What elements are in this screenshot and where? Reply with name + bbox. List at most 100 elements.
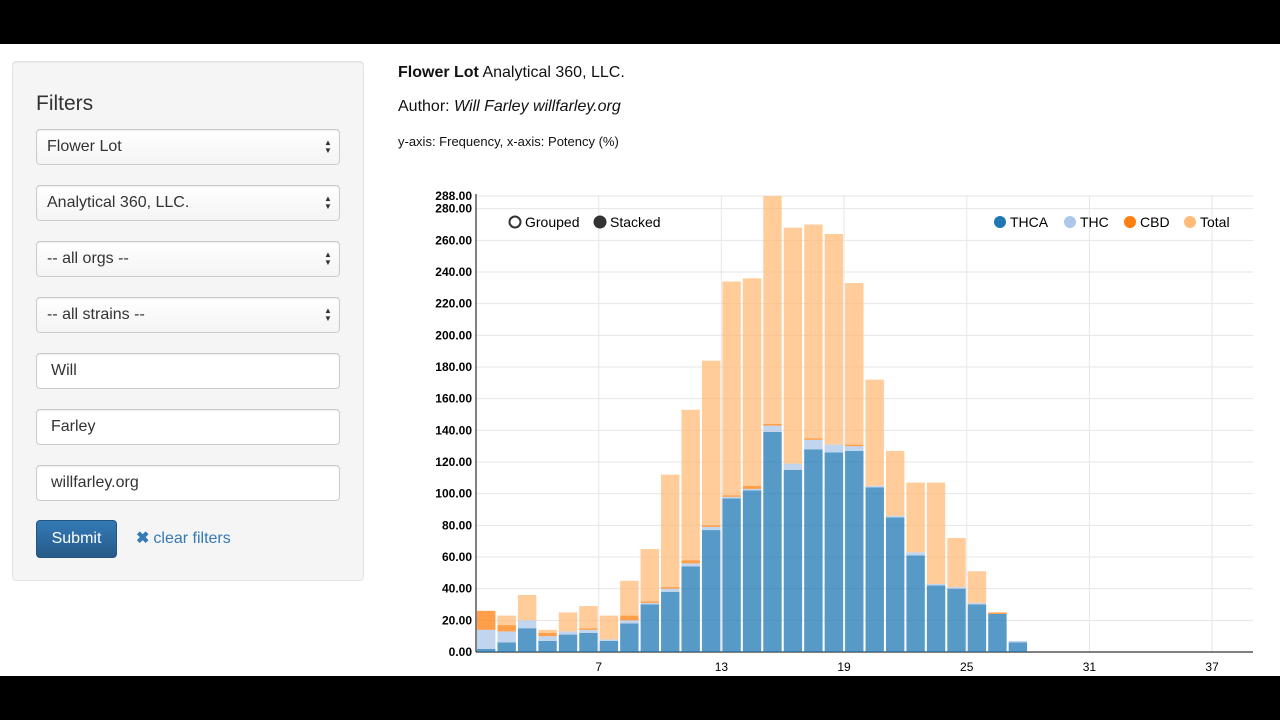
bar-thca[interactable] <box>517 628 537 652</box>
bar-cbd[interactable] <box>804 438 823 440</box>
last-name-input[interactable]: Farley <box>36 409 340 445</box>
bar-thc[interactable] <box>681 563 700 567</box>
bar-thc[interactable] <box>742 488 762 491</box>
bar-cbd[interactable] <box>620 615 639 621</box>
bar-thca[interactable] <box>477 648 496 652</box>
legend-dot-thca[interactable] <box>994 216 1006 228</box>
bar-thca[interactable] <box>865 487 884 652</box>
bar-thca[interactable] <box>967 604 987 653</box>
legend-label-thca[interactable]: THCA <box>1010 214 1049 230</box>
bar-thca[interactable] <box>599 640 619 652</box>
bar-total[interactable] <box>620 580 639 616</box>
bar-thca[interactable] <box>824 452 844 653</box>
clear-filters-link[interactable]: ✖ clear filters <box>136 528 231 548</box>
bar-total[interactable] <box>824 234 844 445</box>
bar-total[interactable] <box>497 615 516 626</box>
bar-thca[interactable] <box>885 517 905 652</box>
bar-total[interactable] <box>742 278 762 486</box>
bar-thc[interactable] <box>599 639 619 641</box>
grouped-label[interactable]: Grouped <box>525 214 579 230</box>
bar-thca[interactable] <box>701 530 721 652</box>
bar-thca[interactable] <box>947 588 966 652</box>
bar-cbd[interactable] <box>742 485 762 489</box>
legend-label-total[interactable]: Total <box>1200 214 1230 230</box>
bar-thca[interactable] <box>845 450 864 652</box>
submit-button[interactable]: Submit <box>36 520 117 558</box>
bar-total[interactable] <box>701 360 721 526</box>
legend-label-thc[interactable]: THC <box>1080 214 1109 230</box>
bar-thc[interactable] <box>783 463 803 470</box>
bar-cbd[interactable] <box>988 612 1007 614</box>
bar-thc[interactable] <box>804 439 823 450</box>
legend-dot-thc[interactable] <box>1064 216 1076 228</box>
bar-cbd[interactable] <box>477 610 496 630</box>
bar-total[interactable] <box>599 615 619 640</box>
bar-thc[interactable] <box>906 552 925 556</box>
bar-total[interactable] <box>804 224 823 439</box>
bar-total[interactable] <box>967 571 987 603</box>
bar-thca[interactable] <box>558 634 578 652</box>
bar-thca[interactable] <box>497 642 516 653</box>
bar-thc[interactable] <box>579 629 598 633</box>
bar-cbd[interactable] <box>661 587 680 589</box>
bar-total[interactable] <box>845 283 864 445</box>
bar-total[interactable] <box>926 482 946 584</box>
bar-total[interactable] <box>681 409 700 561</box>
bar-thca[interactable] <box>722 498 741 652</box>
bar-total[interactable] <box>947 538 966 588</box>
bar-total[interactable] <box>763 196 782 424</box>
bar-thc[interactable] <box>497 631 516 643</box>
bar-thca[interactable] <box>763 431 782 652</box>
bar-total[interactable] <box>538 629 557 633</box>
bar-thc[interactable] <box>1008 640 1028 643</box>
bar-thc[interactable] <box>926 583 946 586</box>
bar-cbd[interactable] <box>763 424 782 426</box>
bar-thca[interactable] <box>804 449 823 652</box>
strain-select[interactable]: -- all strains -- ▲ ▼ <box>36 297 340 333</box>
bar-thca[interactable] <box>926 585 946 653</box>
bar-thc[interactable] <box>640 602 660 605</box>
bar-cbd[interactable] <box>701 525 721 527</box>
bar-cbd[interactable] <box>640 601 660 603</box>
bar-total[interactable] <box>558 612 578 632</box>
bar-thca[interactable] <box>742 490 762 653</box>
bar-total[interactable] <box>865 379 884 486</box>
bar-cbd[interactable] <box>722 495 741 497</box>
bar-thca[interactable] <box>620 623 639 653</box>
bar-thc[interactable] <box>845 446 864 451</box>
bar-thc[interactable] <box>558 631 578 635</box>
bar-thc[interactable] <box>967 602 987 605</box>
bar-cbd[interactable] <box>579 628 598 630</box>
lot-type-select[interactable]: Flower Lot ▲ ▼ <box>36 129 340 165</box>
bar-thca[interactable] <box>906 555 925 652</box>
bar-thc[interactable] <box>620 620 639 624</box>
bar-total[interactable] <box>579 606 598 629</box>
org-select[interactable]: -- all orgs -- ▲ ▼ <box>36 241 340 277</box>
bar-thc[interactable] <box>661 588 680 592</box>
first-name-input[interactable]: Will <box>36 353 340 389</box>
bar-cbd[interactable] <box>538 633 557 637</box>
bar-thca[interactable] <box>538 640 557 652</box>
legend-dot-cbd[interactable] <box>1124 216 1136 228</box>
bar-total[interactable] <box>906 482 925 553</box>
bar-total[interactable] <box>661 474 680 588</box>
bar-cbd[interactable] <box>845 444 864 447</box>
stacked-label[interactable]: Stacked <box>610 214 661 230</box>
bar-thc[interactable] <box>701 526 721 531</box>
grouped-radio[interactable] <box>508 215 522 229</box>
website-input[interactable]: willfarley.org <box>36 465 340 501</box>
bar-thc[interactable] <box>947 587 966 589</box>
lab-select[interactable]: Analytical 360, LLC. ▲ ▼ <box>36 185 340 221</box>
bar-thc[interactable] <box>722 496 741 499</box>
bar-thca[interactable] <box>640 604 660 653</box>
legend-label-cbd[interactable]: CBD <box>1140 214 1170 230</box>
stacked-radio[interactable] <box>593 215 607 229</box>
bar-total[interactable] <box>640 549 660 602</box>
bar-thca[interactable] <box>661 591 680 652</box>
bar-thc[interactable] <box>763 425 782 432</box>
bar-total[interactable] <box>783 227 803 464</box>
bar-total[interactable] <box>885 450 905 516</box>
bar-thca[interactable] <box>579 633 598 652</box>
bar-thc[interactable] <box>865 485 884 488</box>
bar-cbd[interactable] <box>681 560 700 564</box>
